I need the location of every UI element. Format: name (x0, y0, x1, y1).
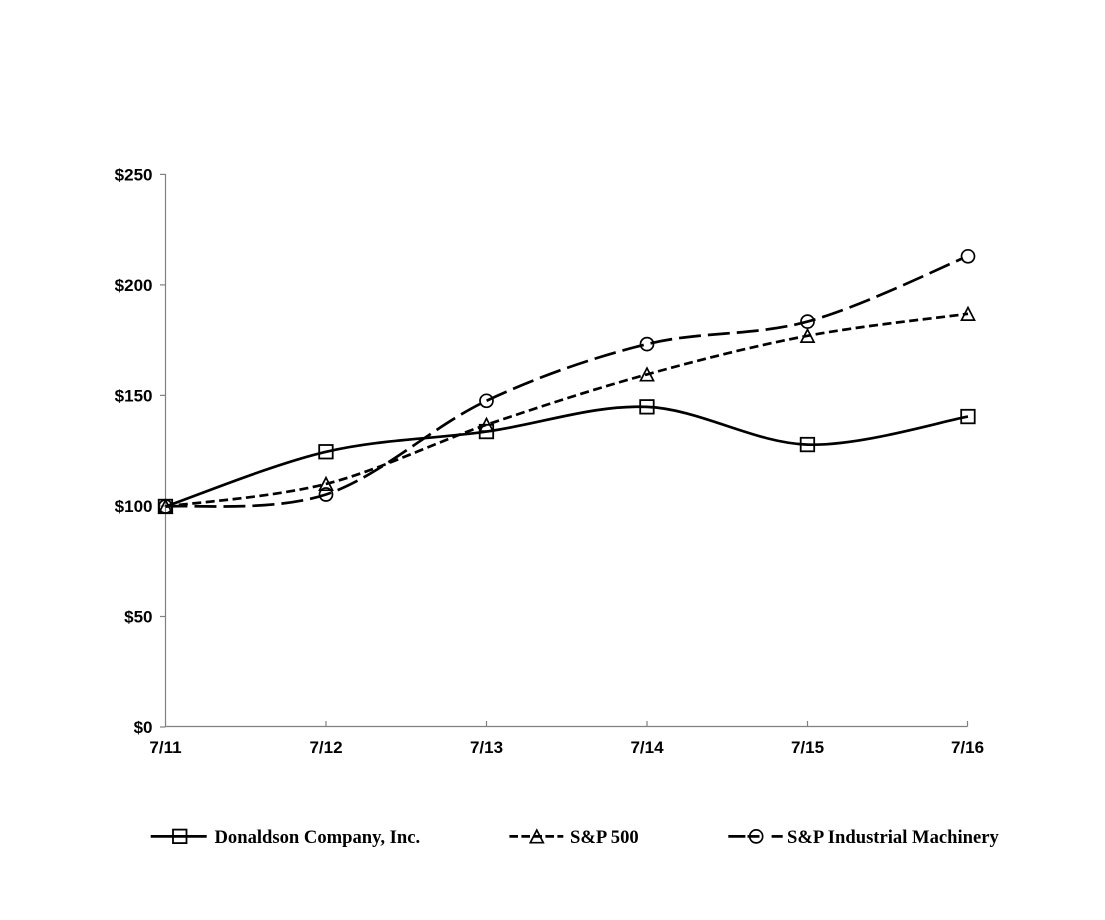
svg-text:7/11: 7/11 (149, 738, 181, 757)
svg-text:$200: $200 (115, 276, 153, 295)
svg-text:$100: $100 (115, 497, 153, 516)
svg-text:7/15: 7/15 (791, 738, 824, 757)
svg-text:S&P 500: S&P 500 (570, 827, 639, 848)
svg-text:$50: $50 (124, 608, 152, 627)
svg-text:$250: $250 (115, 165, 153, 184)
svg-text:S&P Industrial Machinery: S&P Industrial Machinery (787, 827, 999, 848)
svg-text:7/13: 7/13 (470, 738, 503, 757)
svg-text:7/14: 7/14 (630, 738, 664, 757)
svg-text:7/12: 7/12 (309, 738, 342, 757)
svg-text:Donaldson Company, Inc.: Donaldson Company, Inc. (215, 827, 421, 848)
svg-text:7/16: 7/16 (951, 738, 984, 757)
svg-text:$150: $150 (115, 386, 153, 405)
svg-text:$0: $0 (134, 718, 153, 737)
